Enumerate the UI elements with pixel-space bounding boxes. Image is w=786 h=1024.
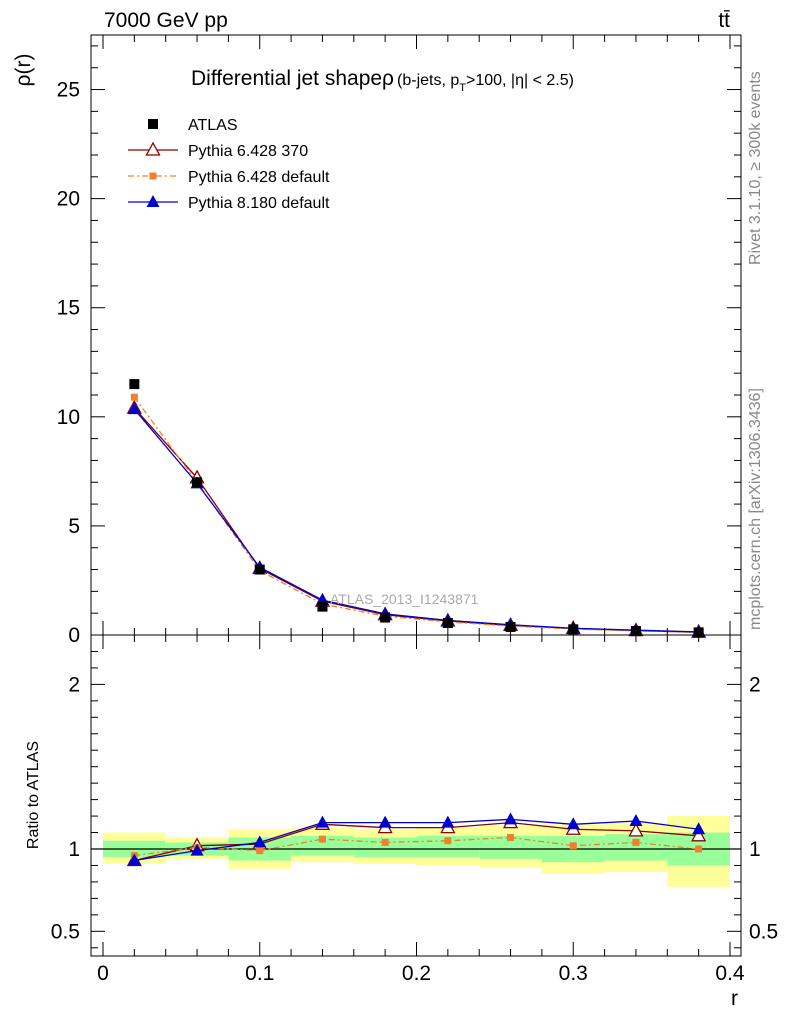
x-axis-label: r xyxy=(731,987,738,1010)
ratio-line-pythia-6-428-default xyxy=(134,836,699,857)
legend-label-pythia-6-428-default: Pythia 6.428 default xyxy=(188,169,330,186)
ratio-point-pythia-8-180-default xyxy=(629,814,643,827)
header-right: tt̄ xyxy=(718,9,730,32)
x-tick-label: 0.3 xyxy=(559,962,588,985)
data-point-pythia-8-180-default xyxy=(127,402,141,415)
main-y-axis-label: ρ(r) xyxy=(12,54,35,87)
data-point-atlas xyxy=(442,618,453,628)
ratio-line-pythia-6-428-370 xyxy=(134,822,699,862)
ratio-panel-frame xyxy=(90,634,742,957)
plot-title-sub-b: >100, |η| < 2.5) xyxy=(466,72,574,89)
data-point-atlas xyxy=(192,477,203,488)
ratio-y-tick-label: 2 xyxy=(68,673,80,696)
main-panel: 0 5 10 15 20 25 ρ(r) Differential jet shapeρ(… xyxy=(12,34,742,647)
ratio-point-pythia-6-428-default xyxy=(318,835,326,843)
side-note-rivet: Rivet 3.1.10, ≥ 300k events xyxy=(747,71,764,265)
legend: ATLAS Pythia 6.428 370 Pythia 6.428 defaul… xyxy=(128,117,330,212)
ratio-y-tick-label-right: 2 xyxy=(749,673,761,696)
ratio-y-axis-label: Ratio to ATLAS xyxy=(25,741,42,849)
analysis-watermark: ATLAS_2013_I1243871 xyxy=(330,591,479,607)
ratio-y-tick-label-right: 1 xyxy=(749,838,761,861)
y-tick-label: 20 xyxy=(57,188,80,211)
y-tick-label: 5 xyxy=(68,515,80,538)
plot-title: Differential jet shapeρ (b-jets, pT>100, … xyxy=(191,67,574,94)
plot-title-main: Differential jet shapeρ xyxy=(191,67,394,90)
data-point-pythia-6-428-default xyxy=(130,393,138,401)
legend-label-pythia-8-180-default: Pythia 8.180 default xyxy=(188,195,330,212)
ratio-point-pythia-8-180-default xyxy=(190,843,204,856)
ratio-point-pythia-8-180-default xyxy=(127,853,141,866)
y-tick-label: 10 xyxy=(57,406,80,429)
ratio-panel: 0.5 0.5 1 1 2 2 0 0.1 0.2 0.3 0.4 Ratio to ATLAS r xyxy=(25,634,778,1010)
ratio-y-tick-label-right: 0.5 xyxy=(749,920,778,943)
y-tick-label: 0 xyxy=(68,624,80,647)
ratio-line-pythia-8-180-default xyxy=(134,818,699,862)
uncertainty-band-green xyxy=(479,835,542,859)
ratio-point-pythia-6-428-default xyxy=(632,838,640,846)
legend-marker-pythia-6-428-default xyxy=(149,172,157,180)
data-point-atlas xyxy=(317,601,328,612)
series-line-pythia-6-428-default xyxy=(133,396,699,634)
legend-label-pythia-6-428-370: Pythia 6.428 370 xyxy=(188,143,308,160)
ratio-point-pythia-8-180-default xyxy=(378,815,392,828)
uncertainty-band-green xyxy=(291,835,354,856)
plot-title-sub-a: (b-jets, p xyxy=(397,72,459,89)
ratio-point-pythia-6-428-default xyxy=(381,838,389,846)
ratio-point-pythia-8-180-default xyxy=(504,812,518,825)
uncertainty-band-green xyxy=(604,834,668,861)
legend-marker-atlas xyxy=(148,119,158,129)
ratio-point-pythia-6-428-default xyxy=(444,837,452,845)
x-tick-label: 0.1 xyxy=(245,962,274,985)
data-point-atlas xyxy=(380,612,391,623)
ratio-point-pythia-6-428-default xyxy=(695,845,703,853)
ratio-y-tick-label: 1 xyxy=(68,838,80,861)
ratio-point-pythia-8-180-default xyxy=(315,815,329,828)
ratio-point-pythia-6-428-370 xyxy=(628,822,644,837)
ratio-point-pythia-8-180-default xyxy=(253,835,267,848)
data-point-atlas xyxy=(129,379,140,390)
data-point-atlas xyxy=(254,564,265,575)
ratio-point-pythia-8-180-default xyxy=(692,822,706,835)
data-point-atlas xyxy=(505,621,516,632)
ratio-point-pythia-6-428-default xyxy=(507,833,515,841)
side-note-mcplots: mcplots.cern.ch [arXiv:1306.3436] xyxy=(747,388,764,630)
ratio-point-pythia-8-180-default xyxy=(566,817,580,830)
legend-marker-pythia-8-180-default xyxy=(146,195,160,207)
ratio-point-pythia-6-428-370 xyxy=(691,827,707,842)
y-tick-label: 25 xyxy=(57,79,80,102)
plot-title-sub-sub: T xyxy=(459,82,466,94)
legend-marker-pythia-6-428-370 xyxy=(145,141,161,156)
x-tick-label: 0.2 xyxy=(402,962,431,985)
ratio-point-pythia-6-428-default xyxy=(256,847,264,855)
header-left: 7000 GeV pp xyxy=(104,9,228,32)
ratio-y-tick-label: 0.5 xyxy=(51,920,80,943)
ratio-point-pythia-6-428-default xyxy=(569,842,577,850)
y-tick-label: 15 xyxy=(57,297,80,320)
x-tick-label: 0.4 xyxy=(715,962,745,985)
legend-label-atlas: ATLAS xyxy=(188,117,238,134)
x-tick-label: 0 xyxy=(97,962,109,985)
ratio-point-pythia-8-180-default xyxy=(441,815,455,828)
